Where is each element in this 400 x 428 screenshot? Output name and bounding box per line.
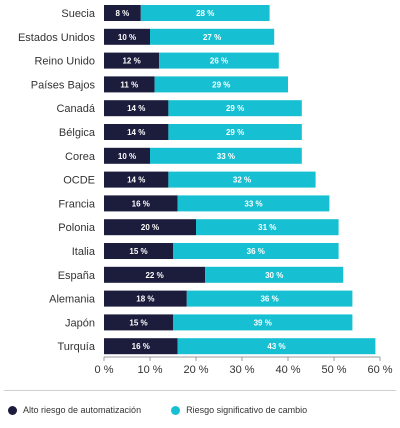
bar-label-high-risk-canada: 14 %: [127, 104, 145, 113]
category-label-ocde: OCDE: [63, 175, 95, 187]
x-tick-label-60: 60 %: [367, 364, 392, 376]
bar-label-high-risk-corea: 10 %: [118, 152, 136, 161]
bar-label-high-risk-suecia: 8 %: [116, 9, 130, 18]
bar-label-significant-change-ocde: 32 %: [233, 176, 251, 185]
bar-high-risk-reino-unido: [104, 52, 160, 69]
bar-significant-change-canada: [168, 100, 302, 117]
legend: Alto riesgo de automatización Riesgo sig…: [8, 401, 398, 419]
category-label-turquia: Turquía: [57, 341, 95, 353]
bar-label-high-risk-ocde: 14 %: [127, 176, 145, 185]
bar-high-risk-italia: [104, 243, 173, 259]
category-label-espana: España: [58, 270, 96, 282]
category-label-suecia: Suecia: [61, 8, 96, 20]
bar-label-significant-change-suecia: 28 %: [196, 9, 214, 18]
legend-label-high-risk: Alto riesgo de automatización: [23, 405, 142, 415]
bar-label-high-risk-japon: 15 %: [129, 318, 147, 327]
bar-label-significant-change-reino-unido: 26 %: [210, 57, 228, 66]
category-label-belgica: Bélgica: [59, 127, 96, 139]
legend-item-high-risk: Alto riesgo de automatización: [8, 405, 141, 415]
bar-high-risk-polonia: [104, 219, 196, 236]
bar-label-significant-change-francia: 33 %: [244, 199, 262, 208]
bar-significant-change-espana: [205, 266, 344, 283]
bar-label-high-risk-belgica: 14 %: [127, 128, 145, 137]
bar-significant-change-estados-unidos: [150, 28, 275, 45]
bar-label-high-risk-francia: 16 %: [132, 199, 150, 208]
category-label-estados-unidos: Estados Unidos: [18, 32, 96, 44]
bar-significant-change-francia: [177, 195, 330, 212]
x-tick-label-30: 30 %: [229, 364, 254, 376]
bar-label-significant-change-estados-unidos: 27 %: [203, 33, 221, 42]
bar-significant-change-japon: [173, 314, 353, 331]
bar-high-risk-suecia: [104, 5, 141, 21]
category-label-italia: Italia: [72, 246, 96, 258]
bar-label-significant-change-corea: 33 %: [217, 152, 235, 161]
legend-divider: [4, 390, 396, 391]
bar-high-risk-francia: [104, 195, 178, 212]
legend-label-significant-change: Riesgo significativo de cambio: [186, 405, 308, 415]
bar-label-high-risk-polonia: 20 %: [141, 223, 159, 232]
x-tick-label-20: 20 %: [183, 364, 208, 376]
bar-significant-change-paises-bajos: [154, 76, 288, 93]
bar-label-high-risk-reino-unido: 12 %: [122, 57, 140, 66]
bar-label-high-risk-italia: 15 %: [129, 247, 147, 256]
bar-high-risk-estados-unidos: [104, 28, 150, 45]
bar-label-significant-change-alemania: 36 %: [260, 295, 278, 304]
bar-significant-change-suecia: [140, 5, 270, 21]
bar-significant-change-ocde: [168, 171, 316, 188]
legend-swatch-high-risk: [8, 405, 17, 415]
bar-significant-change-corea: [150, 147, 302, 164]
x-tick-label-40: 40 %: [275, 364, 300, 376]
bar-label-significant-change-turquia: 43 %: [267, 342, 285, 351]
bar-label-significant-change-paises-bajos: 29 %: [212, 80, 230, 89]
x-tick-label-10: 10 %: [137, 364, 162, 376]
category-label-corea: Corea: [65, 151, 96, 163]
category-label-francia: Francia: [58, 198, 96, 210]
legend-item-significant-change: Riesgo significativo de cambio: [171, 405, 307, 415]
x-tick-label-0: 0 %: [95, 364, 114, 376]
bar-label-high-risk-turquia: 16 %: [132, 342, 150, 351]
bar-high-risk-belgica: [104, 124, 169, 140]
category-label-alemania: Alemania: [49, 294, 96, 306]
bar-significant-change-reino-unido: [159, 52, 279, 69]
category-label-canada: Canadá: [56, 103, 95, 115]
bar-label-high-risk-estados-unidos: 10 %: [118, 33, 136, 42]
bar-high-risk-canada: [104, 100, 169, 117]
bar-significant-change-turquia: [177, 338, 376, 355]
bar-significant-change-italia: [173, 243, 339, 259]
bar-label-high-risk-alemania: 18 %: [136, 295, 154, 304]
bar-significant-change-polonia: [196, 219, 339, 236]
bar-label-significant-change-belgica: 29 %: [226, 128, 244, 137]
bar-label-significant-change-italia: 36 %: [247, 247, 265, 256]
bar-label-significant-change-espana: 30 %: [265, 271, 283, 280]
bar-label-significant-change-canada: 29 %: [226, 104, 244, 113]
bar-significant-change-belgica: [168, 124, 302, 140]
bar-high-risk-paises-bajos: [104, 76, 155, 93]
bar-label-high-risk-espana: 22 %: [145, 271, 163, 280]
category-label-paises-bajos: Países Bajos: [31, 79, 96, 91]
bar-significant-change-alemania: [186, 290, 353, 307]
x-tick-label-50: 50 %: [321, 364, 346, 376]
bar-high-risk-espana: [104, 266, 206, 283]
bar-high-risk-japon: [104, 314, 173, 331]
bar-label-high-risk-paises-bajos: 11 %: [120, 80, 138, 89]
category-label-reino-unido: Reino Unido: [34, 56, 95, 68]
bar-label-significant-change-japon: 39 %: [254, 318, 272, 327]
bar-high-risk-corea: [104, 147, 150, 164]
bar-high-risk-ocde: [104, 171, 169, 188]
category-label-japon: Japón: [65, 317, 95, 329]
bar-high-risk-turquia: [104, 338, 178, 355]
bar-label-significant-change-polonia: 31 %: [258, 223, 276, 232]
legend-swatch-significant-change: [171, 405, 181, 415]
category-label-polonia: Polonia: [58, 222, 96, 234]
bar-high-risk-alemania: [104, 290, 187, 307]
